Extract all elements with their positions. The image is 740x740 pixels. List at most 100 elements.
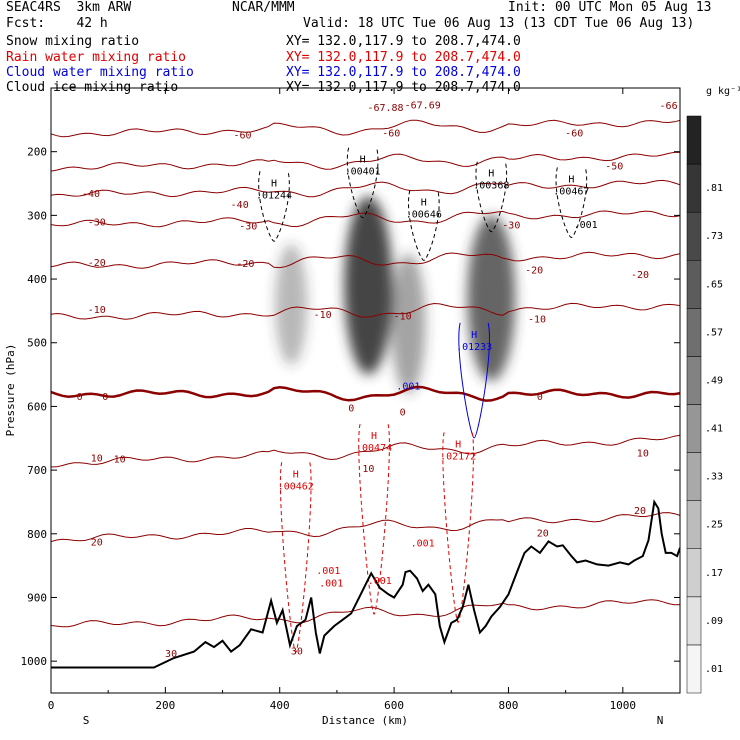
isotherm-label: -10 — [394, 311, 412, 322]
y-tick-label: 500 — [27, 337, 47, 350]
isotherm-label: -20 — [525, 266, 543, 277]
x-tick-label: 1000 — [610, 699, 637, 712]
x-end-left: S — [83, 714, 90, 727]
maximum-value: .01233 — [456, 342, 492, 353]
colorbar-segment — [686, 115, 702, 165]
isotherm-label: 10 — [114, 455, 126, 466]
isotherm-label: -10 — [88, 305, 106, 316]
isotherm-line — [51, 512, 680, 543]
maximum-value: .001 — [316, 566, 340, 577]
colorbar-segment — [686, 644, 702, 694]
snow-blob — [344, 196, 393, 375]
x-tick-label: 200 — [155, 699, 175, 712]
isotherm-label: 0 — [537, 392, 543, 403]
isotherm-label: -10 — [528, 315, 546, 326]
field-xy-rain: XY= 132.0,117.9 to 208.7,474.0 — [286, 50, 521, 65]
isotherm-label: -60 — [234, 130, 252, 141]
maximum-value: .00401 — [345, 167, 381, 178]
colorbar-label: .01 — [705, 664, 723, 675]
field-name-rain: Rain water mixing ratio — [6, 50, 187, 65]
maximum-marker: H — [293, 469, 299, 480]
axes: 0 200 400 600 800 100020030040050060070080090… — [21, 88, 680, 712]
isotherm-line — [51, 119, 680, 138]
hydrometeor-contours — [258, 147, 588, 653]
isotherm-label: 10 — [637, 448, 649, 459]
field-xy-snow: XY= 132.0,117.9 to 208.7,474.0 — [286, 34, 521, 49]
terrain-profile — [51, 499, 680, 669]
maximum-value: .001 — [411, 539, 435, 550]
mixing-ratio-contour — [475, 161, 508, 233]
colorbar-units: g kg⁻¹ — [706, 86, 740, 97]
x-tick-label: 800 — [499, 699, 519, 712]
isotherm-label: -30 — [239, 222, 257, 233]
colorbar-label: .25 — [705, 520, 723, 531]
valid-time: Valid: 18 UTC Tue 06 Aug 13 (13 CDT Tue … — [303, 16, 695, 31]
isotherm-label: 30 — [165, 649, 177, 660]
maximum-value: .00467 — [553, 186, 589, 197]
colorbar-label: .41 — [705, 424, 723, 435]
colorbar-segment — [686, 452, 702, 501]
isotherm-label: -30 — [502, 220, 520, 231]
x-end-right: N — [657, 714, 664, 727]
mixing-ratio-contour — [358, 423, 390, 615]
isotherm-line — [51, 210, 680, 228]
isotherm-label: -67.69 — [405, 101, 441, 112]
init-time: Init: 00 UTC Mon 05 Aug 13 — [508, 0, 712, 15]
maximum-marker: H — [568, 174, 574, 185]
forecast-hour: Fcst: 42 h — [6, 16, 108, 31]
colorbar-segment — [686, 596, 702, 646]
y-tick-label: 800 — [27, 528, 47, 541]
y-tick-label: 1000 — [21, 655, 48, 668]
mixing-ratio-contour — [555, 167, 588, 238]
field-name-snow: Snow mixing ratio — [6, 34, 140, 49]
x-tick-label: 600 — [384, 699, 404, 712]
isotherm-label: -50 — [605, 162, 623, 173]
maximum-marker: H — [371, 431, 377, 442]
isotherm-label: 10 — [362, 464, 374, 475]
isotherm-label: -67.88 — [367, 103, 403, 114]
isotherm-label: -10 — [314, 310, 332, 321]
isotherm-line — [51, 151, 680, 172]
isotherm-label: -60 — [565, 129, 583, 140]
isotherm-label: 0 — [102, 392, 108, 403]
maximum-value: .001 — [574, 220, 598, 231]
mixing-ratio-contour — [258, 171, 290, 242]
isotherm-line — [51, 302, 680, 320]
isotherm-label: 10 — [91, 453, 103, 464]
experiment-title: SEAC4RS 3km ARW — [6, 0, 132, 15]
maximum-value: .00368 — [473, 181, 509, 192]
y-axis-title: Pressure (hPa) — [4, 344, 17, 437]
maximum-marker: H — [471, 330, 477, 341]
colorbar-segment — [686, 163, 702, 213]
colorbar-label: .81 — [705, 183, 723, 194]
isotherm-label: -30 — [88, 218, 106, 229]
maximum-marker: H — [455, 439, 461, 450]
colorbar-label: .65 — [705, 279, 723, 290]
maximum-marker: H — [421, 197, 427, 208]
maximum-marker: H — [271, 178, 277, 189]
terrain-line — [51, 499, 680, 669]
y-tick-label: 200 — [27, 146, 47, 159]
colorbar-label: .17 — [705, 568, 723, 579]
maximum-value: .001 — [368, 576, 392, 587]
mixing-ratio-contour — [458, 322, 490, 439]
colorbar-label: .73 — [705, 231, 723, 242]
snow-blob — [391, 253, 426, 394]
y-tick-label: 700 — [27, 464, 47, 477]
x-tick-label: 0 — [48, 699, 55, 712]
maximum-value: .00474 — [356, 443, 392, 454]
colorbar-segment — [686, 500, 702, 549]
maximum-marker: H — [360, 155, 366, 166]
colorbar-label: .49 — [705, 375, 723, 386]
isotherm-label: -20 — [631, 270, 649, 281]
maximum-value: .01244 — [256, 190, 292, 201]
colorbar-segment — [686, 308, 702, 357]
colorbar-segment — [686, 404, 702, 453]
mixing-ratio-contour — [408, 190, 440, 261]
colorbar-segment — [686, 260, 702, 309]
x-axis-title: Distance (km) — [322, 714, 408, 727]
isotherm-line — [51, 434, 680, 468]
y-tick-label: 300 — [27, 209, 47, 222]
field-xy-cloud-water: XY= 132.0,117.9 to 208.7,474.0 — [286, 65, 521, 80]
